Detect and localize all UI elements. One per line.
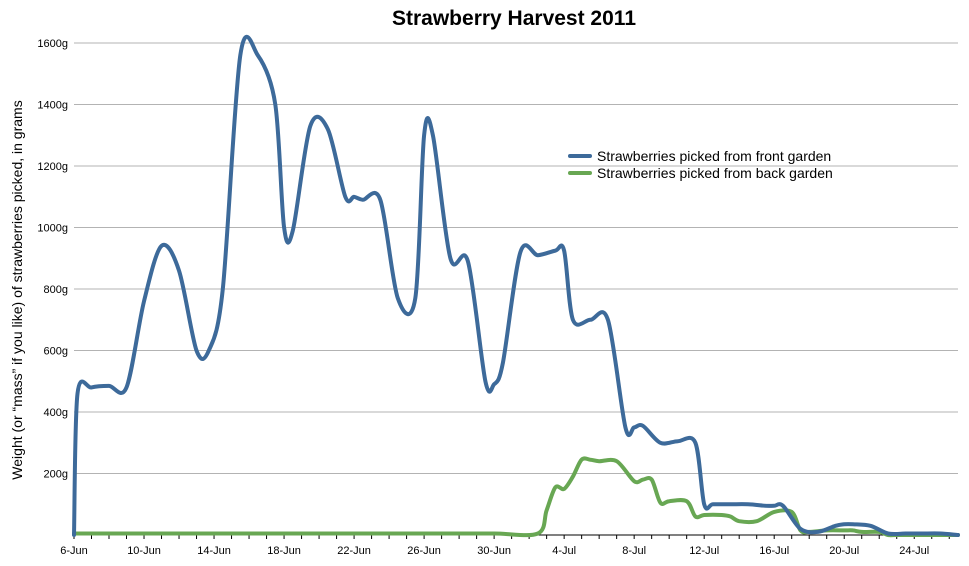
legend-label: Strawberries picked from back garden — [597, 165, 833, 181]
x-tick-label: 6-Jun — [60, 545, 88, 557]
x-tick-label: 14-Jun — [197, 545, 231, 557]
y-tick-label: 1600g — [37, 38, 68, 50]
x-tick-label: 16-Jul — [759, 545, 789, 557]
x-tick-label: 10-Jun — [127, 545, 161, 557]
x-tick-label: 24-Jul — [899, 545, 929, 557]
gridlines — [73, 42, 958, 539]
y-tick-label: 1000g — [37, 223, 68, 235]
x-tick-label: 8-Jul — [622, 545, 646, 557]
y-tick-label: 600g — [44, 346, 68, 358]
x-tick-label: 4-Jul — [552, 545, 576, 557]
y-axis-label: Weight (or “mass” if you like) of strawb… — [9, 100, 25, 479]
y-tick-label: 800g — [44, 284, 68, 296]
y-tick-label: 400g — [44, 407, 68, 419]
x-tick-label: 22-Jun — [337, 545, 371, 557]
y-tick-label: 200g — [44, 469, 68, 481]
x-tick-label: 20-Jul — [829, 545, 859, 557]
y-tick-label: 1400g — [37, 100, 68, 112]
series-line-back-garden — [72, 456, 960, 538]
series-line-front-garden — [72, 34, 960, 537]
x-tick-label: 26-Jun — [407, 545, 441, 557]
legend-label: Strawberries picked from front garden — [597, 148, 831, 164]
chart-title: Strawberry Harvest 2011 — [392, 7, 636, 30]
y-tick-label: 1200g — [37, 161, 68, 173]
x-tick-label: 18-Jun — [267, 545, 301, 557]
x-tick-label: 30-Jun — [477, 545, 511, 557]
tick-labels: 200g 400g 600g 800g 1000g 1200g 1400g 1600g 6-Ju… — [37, 38, 929, 557]
series-lines — [72, 34, 960, 538]
x-tick-label: 12-Jul — [689, 545, 719, 557]
legend: Strawberries picked from front gardenStr… — [568, 148, 833, 181]
